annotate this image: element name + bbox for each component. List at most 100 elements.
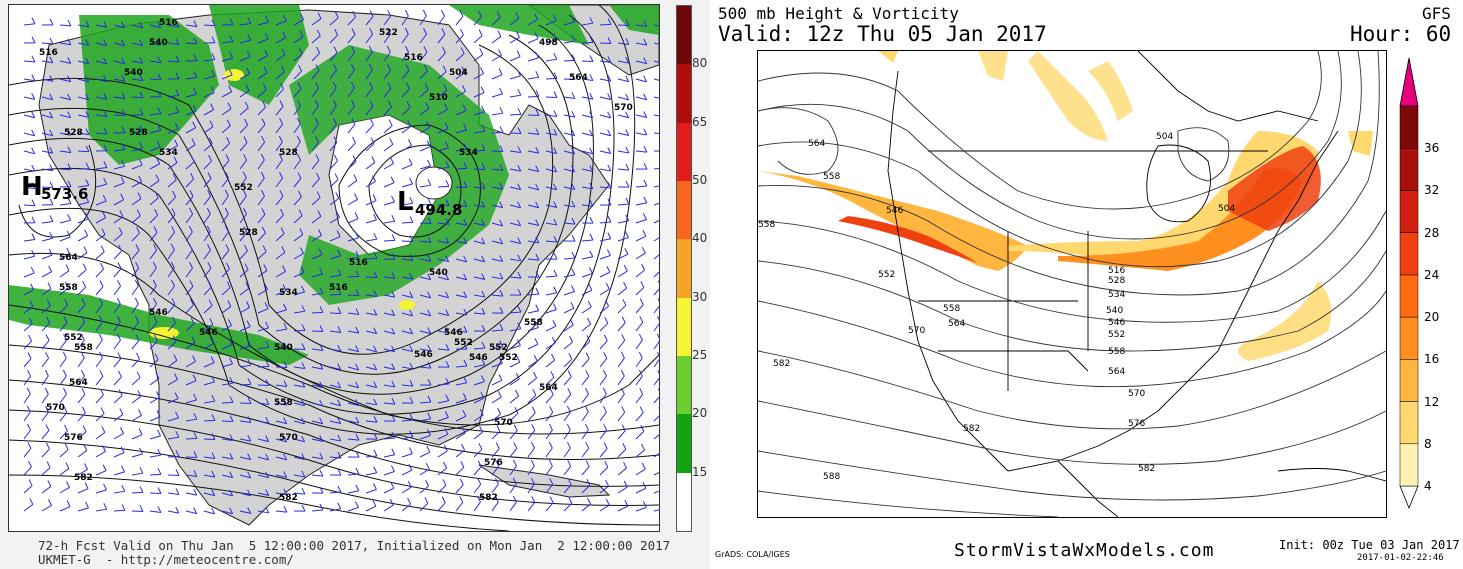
- wind-barb-flag: [121, 504, 126, 511]
- wind-barb: [329, 160, 338, 170]
- wind-barb: [329, 179, 339, 188]
- wind-barb-flag: [391, 414, 396, 422]
- wind-barb: [455, 484, 464, 494]
- wind-barb-flag: [499, 219, 504, 227]
- wind-barb: [203, 58, 215, 62]
- wind-barb: [383, 239, 396, 242]
- wind-barb: [653, 359, 659, 368]
- wind-barb: [41, 150, 53, 154]
- wind-barb-flag: [426, 446, 431, 453]
- wind-barb-flag: [462, 104, 467, 111]
- wind-barb-flag: [571, 92, 576, 99]
- wind-barb: [275, 20, 287, 26]
- wind-barb-flag: [211, 53, 216, 60]
- wind-barb-flag: [607, 18, 612, 25]
- wind-barb-flag: [355, 416, 360, 424]
- wind-barb-flag: [534, 32, 539, 39]
- wind-barb: [59, 506, 71, 512]
- wind-barb-flag: [262, 100, 267, 108]
- wind-barb: [473, 222, 485, 227]
- wind-barb-flag: [445, 255, 450, 262]
- wind-barb: [509, 483, 517, 494]
- wind-barb: [275, 384, 287, 387]
- gfs-coastlines: [887, 51, 1386, 517]
- wind-barb: [455, 222, 467, 226]
- wind-barb-flag: [211, 470, 216, 478]
- wind-barb-flag: [606, 266, 611, 273]
- wind-barb-flag: [589, 182, 594, 190]
- wind-barb-flag: [100, 407, 105, 414]
- wind-barb: [527, 186, 539, 191]
- wind-barb: [41, 467, 51, 476]
- wind-barb-flag: [207, 262, 212, 269]
- wind-barb-flag: [26, 405, 31, 413]
- wind-barb-flag: [589, 111, 594, 118]
- wind-barb-flag: [209, 120, 214, 127]
- wind-barb-flag: [407, 120, 412, 127]
- wind-barb-flag: [246, 67, 251, 74]
- wind-barb: [185, 76, 197, 80]
- wind-barb: [383, 470, 395, 476]
- wind-barb-flag: [427, 217, 432, 224]
- wind-barb-flag: [533, 371, 538, 379]
- wind-barb: [185, 110, 197, 116]
- wind-barb-flag: [265, 435, 270, 442]
- contour-label: 516: [404, 53, 423, 63]
- wind-barb: [203, 249, 211, 260]
- wind-barb: [401, 294, 413, 299]
- contour-label: 528: [129, 128, 148, 138]
- wind-barb: [383, 182, 395, 188]
- wind-barb: [635, 218, 647, 224]
- wind-barb: [23, 23, 35, 26]
- wind-barb-flag: [642, 501, 647, 508]
- wind-barb: [347, 402, 359, 406]
- wind-barb-flag: [157, 21, 162, 28]
- wind-barb-flag: [535, 236, 540, 244]
- wind-barb: [617, 287, 627, 296]
- wind-barb: [167, 196, 176, 206]
- wind-barb-flag: [207, 189, 212, 197]
- wind-barb-flag: [211, 394, 216, 402]
- wind-barb-flag: [638, 333, 643, 341]
- wind-barb: [365, 384, 377, 388]
- wind-barb-flag: [137, 192, 142, 199]
- wind-barb: [383, 312, 395, 317]
- wind-barb: [131, 164, 143, 170]
- wind-barb: [113, 24, 125, 29]
- wind-barb-flag: [336, 230, 341, 237]
- wind-barb-flag: [156, 410, 161, 417]
- wind-barb-flag: [354, 212, 359, 219]
- wind-barb: [257, 195, 265, 206]
- wind-barb: [23, 411, 31, 422]
- wind-barb-flag: [244, 263, 249, 270]
- wind-barb: [59, 253, 70, 260]
- wind-barb: [95, 413, 105, 422]
- wind-barb-flag: [625, 111, 630, 119]
- wind-barb-flag: [45, 334, 50, 341]
- wind-barb-flag: [85, 162, 90, 169]
- wind-barb: [599, 254, 611, 260]
- wind-barb: [527, 19, 538, 26]
- wind-barb-flag: [621, 406, 626, 413]
- wind-barb: [167, 398, 179, 404]
- wind-barb-flag: [28, 460, 32, 468]
- wind-barb: [41, 60, 53, 64]
- wind-barb-flag: [568, 353, 573, 360]
- wind-barb-flag: [244, 118, 249, 126]
- wind-barb-flag: [497, 390, 502, 398]
- wind-barb: [41, 114, 53, 119]
- wind-barb-flag: [265, 379, 270, 386]
- wind-barb: [167, 417, 179, 422]
- wind-barb: [131, 434, 143, 440]
- wind-barb-flag: [208, 299, 213, 306]
- wind-barb: [221, 382, 233, 386]
- wind-barb: [77, 469, 88, 476]
- wind-barb: [77, 412, 86, 422]
- wind-barb-flag: [319, 381, 324, 388]
- wind-barb-flag: [409, 216, 414, 223]
- wind-barb-flag: [335, 192, 340, 199]
- wind-barb-flag: [31, 111, 36, 118]
- wind-barb: [437, 15, 445, 26]
- wind-barb: [365, 181, 376, 188]
- wind-barb: [59, 393, 67, 404]
